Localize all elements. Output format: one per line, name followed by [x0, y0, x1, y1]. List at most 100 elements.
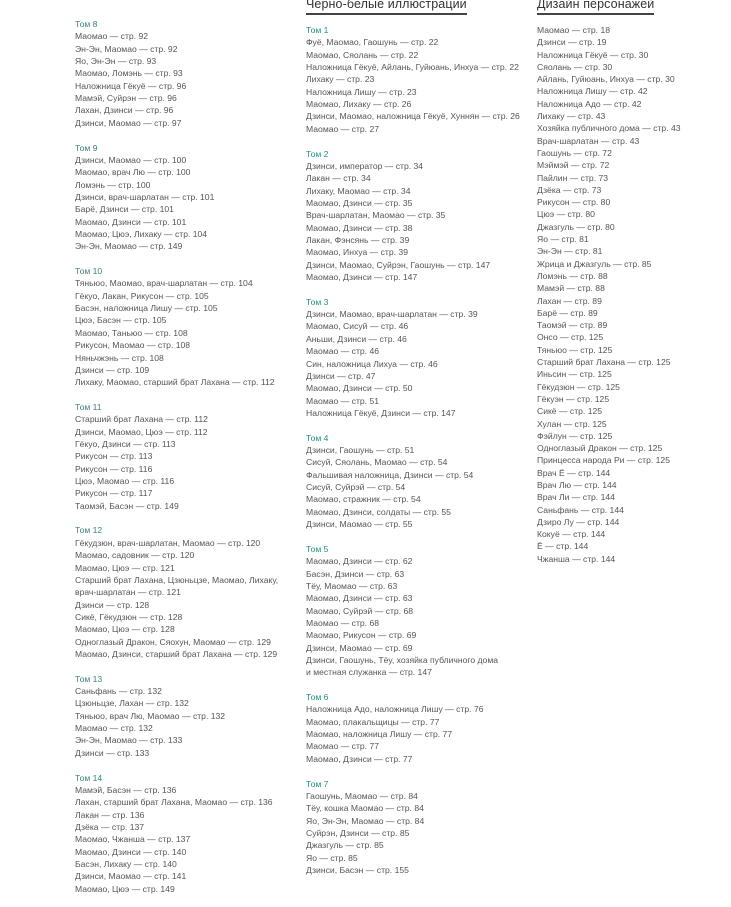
- illustration-entry: Врач Ё — стр. 144: [537, 467, 611, 478]
- illustration-entry: Жрица и Джазгуль — стр. 85: [537, 258, 652, 269]
- illustration-entry: Лакан — стр. 136: [75, 809, 145, 820]
- illustration-entry: Таомэй, Басэн — стр. 149: [75, 500, 179, 511]
- illustration-entry: Врач-шарлатан — стр. 43: [537, 135, 640, 146]
- illustration-entry: Дзинси, Маомао — стр. 55: [306, 519, 413, 530]
- illustration-entry: Иньсин — стр. 125: [537, 369, 612, 380]
- illustration-entry: Маомао — стр. 18: [537, 25, 610, 35]
- illustration-entry: Маомао, Таньюо — стр. 108: [75, 327, 188, 338]
- illustration-entry: Барё — стр. 89: [537, 307, 598, 318]
- illustration-entry: Лахан — стр. 89: [537, 295, 602, 306]
- illustration-entry: Гаошунь, Маомао — стр. 84: [306, 790, 418, 801]
- illustration-entry: Гёкуэн — стр. 125: [537, 393, 610, 404]
- volume-heading: Том 3: [306, 296, 329, 307]
- volume-heading: Том 13: [75, 673, 103, 684]
- illustration-entry: Врач Лю — стр. 144: [537, 479, 617, 490]
- illustration-entry: Маомао, Цюэ, Лихаку — стр. 104: [75, 228, 208, 239]
- illustration-entry: Дзёка — стр. 137: [75, 821, 145, 832]
- illustration-entry: Цзюньцзе, Лахан — стр. 132: [75, 698, 189, 709]
- illustration-entry: Гёкуо, Дзинси — стр. 113: [75, 439, 176, 450]
- illustration-entry: Басэн, Дзинси — стр. 63: [306, 568, 405, 579]
- illustration-entry: Маомао, Сисуй — стр. 46: [306, 321, 409, 332]
- illustration-entry: Дзинси — стр. 128: [75, 599, 150, 610]
- volume-group: Том 9 Дзинси, Маомао — стр. 100 Маомао, вр…: [75, 142, 278, 253]
- column-left: Том 8 Маомао — стр. 92 Эн-Эн, Маомао — стр…: [75, 18, 278, 907]
- illustration-entry: Принцесса народа Ри — стр. 125: [537, 455, 670, 466]
- illustration-entry: Фэйлун — стр. 125: [537, 430, 613, 441]
- illustration-entry: Эн-Эн, Маомао — стр. 133: [75, 735, 183, 746]
- illustration-entry: Яо, Эн-Эн — стр. 93: [75, 56, 157, 67]
- illustration-entry: Дзёка — стр. 73: [537, 184, 602, 195]
- illustration-entry: Джазгуль — стр. 85: [306, 840, 384, 851]
- illustration-entry: Няньчжэнь — стр. 108: [75, 352, 164, 363]
- illustration-entry: Суйрэн, Дзинси — стр. 85: [306, 827, 410, 838]
- illustration-entry: Дзинси, Маомао, наложница Гёкуё, Хуннян …: [306, 111, 520, 122]
- illustration-entry: Фуё, Маомао, Гаошунь — стр. 22: [306, 37, 439, 48]
- volume-heading: Том 14: [75, 772, 103, 783]
- illustration-entry: Наложница Гёкуё — стр. 96: [75, 80, 187, 91]
- section-title: Черно-белые иллюстрации: [306, 0, 467, 15]
- illustration-entry: Врач-шарлатан, Маомао — стр. 35: [306, 210, 446, 221]
- illustration-entry: Наложница Адо — стр. 42: [537, 98, 642, 109]
- illustration-entry: Старший брат Лахана, Цзюньцзе, Маомао, Л…: [75, 574, 279, 585]
- illustration-entry: Сяолань — стр. 30: [537, 61, 613, 72]
- illustration-entry: Наложница Гёкуё, Айлань, Гуйюань, Инхуа …: [306, 62, 519, 73]
- illustration-entry: Яо — стр. 81: [537, 234, 589, 245]
- illustration-entry: Маомао, наложница Лишу — стр. 77: [306, 729, 453, 740]
- illustration-entry: Онсо — стр. 125: [537, 332, 604, 343]
- illustration-entry: Маомао, Дзинси — стр. 62: [306, 556, 413, 567]
- illustration-entry: Кокуё — стр. 144: [537, 529, 606, 540]
- volume-group: Том 8 Маомао — стр. 92 Эн-Эн, Маомао — стр…: [75, 18, 278, 129]
- illustration-entry: Лихаку — стр. 23: [306, 74, 375, 85]
- volume-heading: Том 9: [75, 142, 98, 153]
- illustration-entry: Дзинси, Басэн — стр. 155: [306, 864, 409, 875]
- illustration-entry: Рикусон — стр. 80: [537, 197, 611, 208]
- illustration-entry: Наложница Гёкуё, Дзинси — стр. 147: [306, 407, 456, 418]
- illustration-entry: Маомао, Дзинси — стр. 50: [306, 383, 413, 394]
- illustration-entry: Чжанша — стр. 144: [537, 553, 616, 564]
- illustration-entry: Дзинси — стр. 47: [306, 370, 376, 381]
- illustration-entry: Маомао, плакальщицы — стр. 77: [306, 716, 440, 727]
- column-bw-illustrations: Черно-белые иллюстрации Том 1 Фуё, Маомао,…: [306, 0, 520, 889]
- illustration-entry: Дзинси — стр. 109: [75, 364, 150, 375]
- illustration-entry: Сикё — стр. 125: [537, 406, 603, 417]
- volume-group: Том 13 Саньфань — стр. 132 Цзюньцзе, Лахан…: [75, 673, 278, 759]
- illustration-entry: Джазгуль — стр. 80: [537, 221, 615, 232]
- illustration-entry: Дзинси, Гаошунь, Тёу, хозяйка публичного…: [306, 654, 499, 665]
- illustration-entry: Саньфань — стр. 132: [75, 686, 162, 697]
- illustration-entry: Старший брат Лахана — стр. 112: [75, 414, 208, 425]
- illustration-entry: Лахан, Дзинси — стр. 96: [75, 105, 174, 116]
- illustration-entry: Маомао, Дзинси — стр. 38: [306, 222, 413, 233]
- illustration-entry: Маомао, Рикусон — стр. 69: [306, 630, 417, 641]
- illustration-entry: Дзинси, Маомао — стр. 141: [75, 871, 187, 882]
- illustration-entry: Гёкудзюн — стр. 125: [537, 381, 620, 392]
- illustration-entry: Маомао, Чжанша — стр. 137: [75, 834, 191, 845]
- volume-group: Том 5 Маомао, Дзинси — стр. 62 Басэн, Дзин…: [306, 543, 520, 679]
- illustration-entry: Дзинси, Маомао, Цюэ — стр. 112: [75, 426, 208, 437]
- volume-group: Том 1 Фуё, Маомао, Гаошунь — стр. 22 Маома…: [306, 24, 520, 135]
- illustration-entry: Аньши, Дзинси — стр. 46: [306, 333, 407, 344]
- illustration-entry: Маомао, Дзинси — стр. 35: [306, 197, 413, 208]
- illustration-entry: Эн-Эн, Маомао — стр. 149: [75, 241, 183, 252]
- illustration-entry: Тяньюо — стр. 125: [537, 344, 613, 355]
- section-title: Дизайн персонажей: [537, 0, 655, 15]
- illustration-entry: Сисуй, Сяолань, Маомао — стр. 54: [306, 457, 448, 468]
- illustration-entry: Ломэнь — стр. 88: [537, 270, 608, 281]
- illustration-entry: Барё, Дзинси — стр. 101: [75, 204, 174, 215]
- illustration-entry: Маомао, Лихаку — стр. 26: [306, 99, 412, 110]
- volume-heading: Том 6: [306, 692, 329, 703]
- illustration-entry: врач-шарлатан — стр. 121: [75, 587, 181, 598]
- volume-group: Том 2 Дзинси, император — стр. 34 Лакан — …: [306, 148, 520, 284]
- column-character-design: Дизайн персонажей Маомао — стр. 18 Дзинси …: [537, 0, 681, 577]
- illustration-entry: Ё — стр. 144: [537, 541, 589, 552]
- illustration-entry: Мамэй, Басэн — стр. 136: [75, 784, 177, 795]
- illustration-entry: Гаошунь — стр. 72: [537, 147, 612, 158]
- volume-group: Том 11 Старший брат Лахана — стр. 112 Дзин…: [75, 401, 278, 512]
- illustration-entry: Цюэ, Басэн — стр. 105: [75, 315, 167, 326]
- illustration-entry: Маомао, Цюэ — стр. 149: [75, 883, 175, 894]
- illustration-entry: Лахан, старший брат Лахана, Маомао — стр…: [75, 797, 273, 808]
- illustration-entry: Сисуй, Суйрэй — стр. 54: [306, 482, 406, 493]
- volume-group: Том 3 Дзинси, Маомао, врач-шарлатан — стр…: [306, 296, 520, 419]
- illustration-entry: Дзинси, Маомао — стр. 69: [306, 642, 413, 653]
- illustration-entry: Мэймэй — стр. 72: [537, 160, 610, 171]
- illustration-entry: Дзинси, император — стр. 34: [306, 160, 424, 171]
